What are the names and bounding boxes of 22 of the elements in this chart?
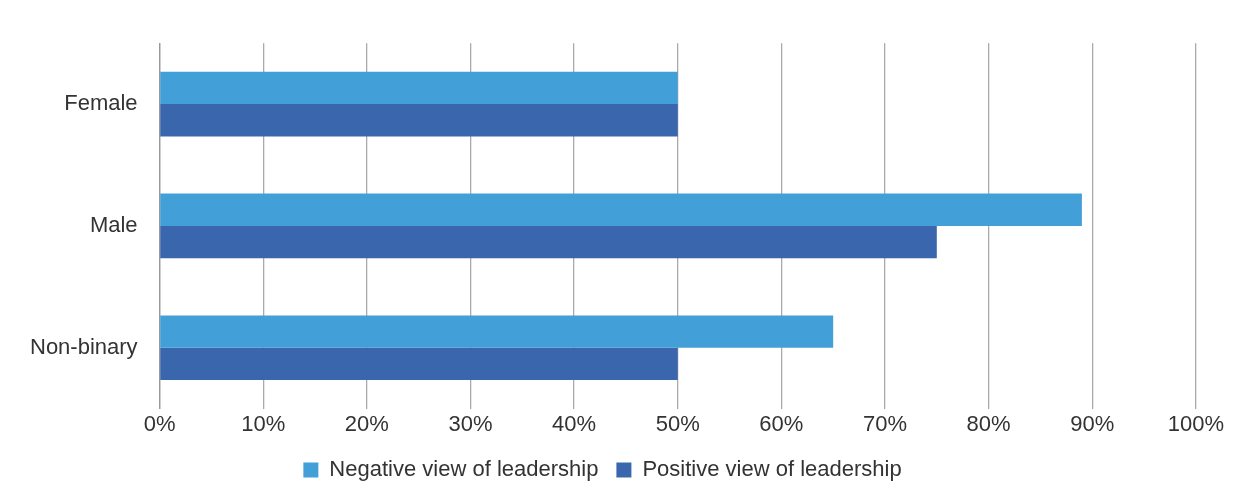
x-tick-label: 30% (448, 410, 493, 436)
y-tick-label: Non-binary (30, 333, 138, 359)
x-tick-label: 50% (655, 410, 700, 436)
legend-label: Positive view of leadership (642, 456, 902, 482)
y-tick-label: Male (89, 211, 138, 237)
x-tick-label: 40% (552, 410, 597, 436)
legend-label: Negative view of leadership (329, 456, 599, 482)
x-tick-label: 100% (1167, 410, 1225, 436)
y-tick-label: Female (64, 90, 138, 116)
bar (160, 347, 678, 380)
x-tick-label: 70% (862, 410, 908, 436)
bar (160, 193, 1082, 226)
x-tick-label: 10% (241, 410, 286, 436)
bar (160, 225, 937, 259)
bar (160, 315, 834, 348)
x-tick-label: 80% (966, 410, 1011, 436)
x-tick-label: 90% (1070, 410, 1115, 436)
x-tick-label: 0% (143, 410, 176, 436)
bar (160, 104, 678, 137)
x-tick-label: 20% (344, 410, 389, 436)
bar (160, 71, 678, 105)
x-tick-label: 60% (759, 410, 804, 436)
